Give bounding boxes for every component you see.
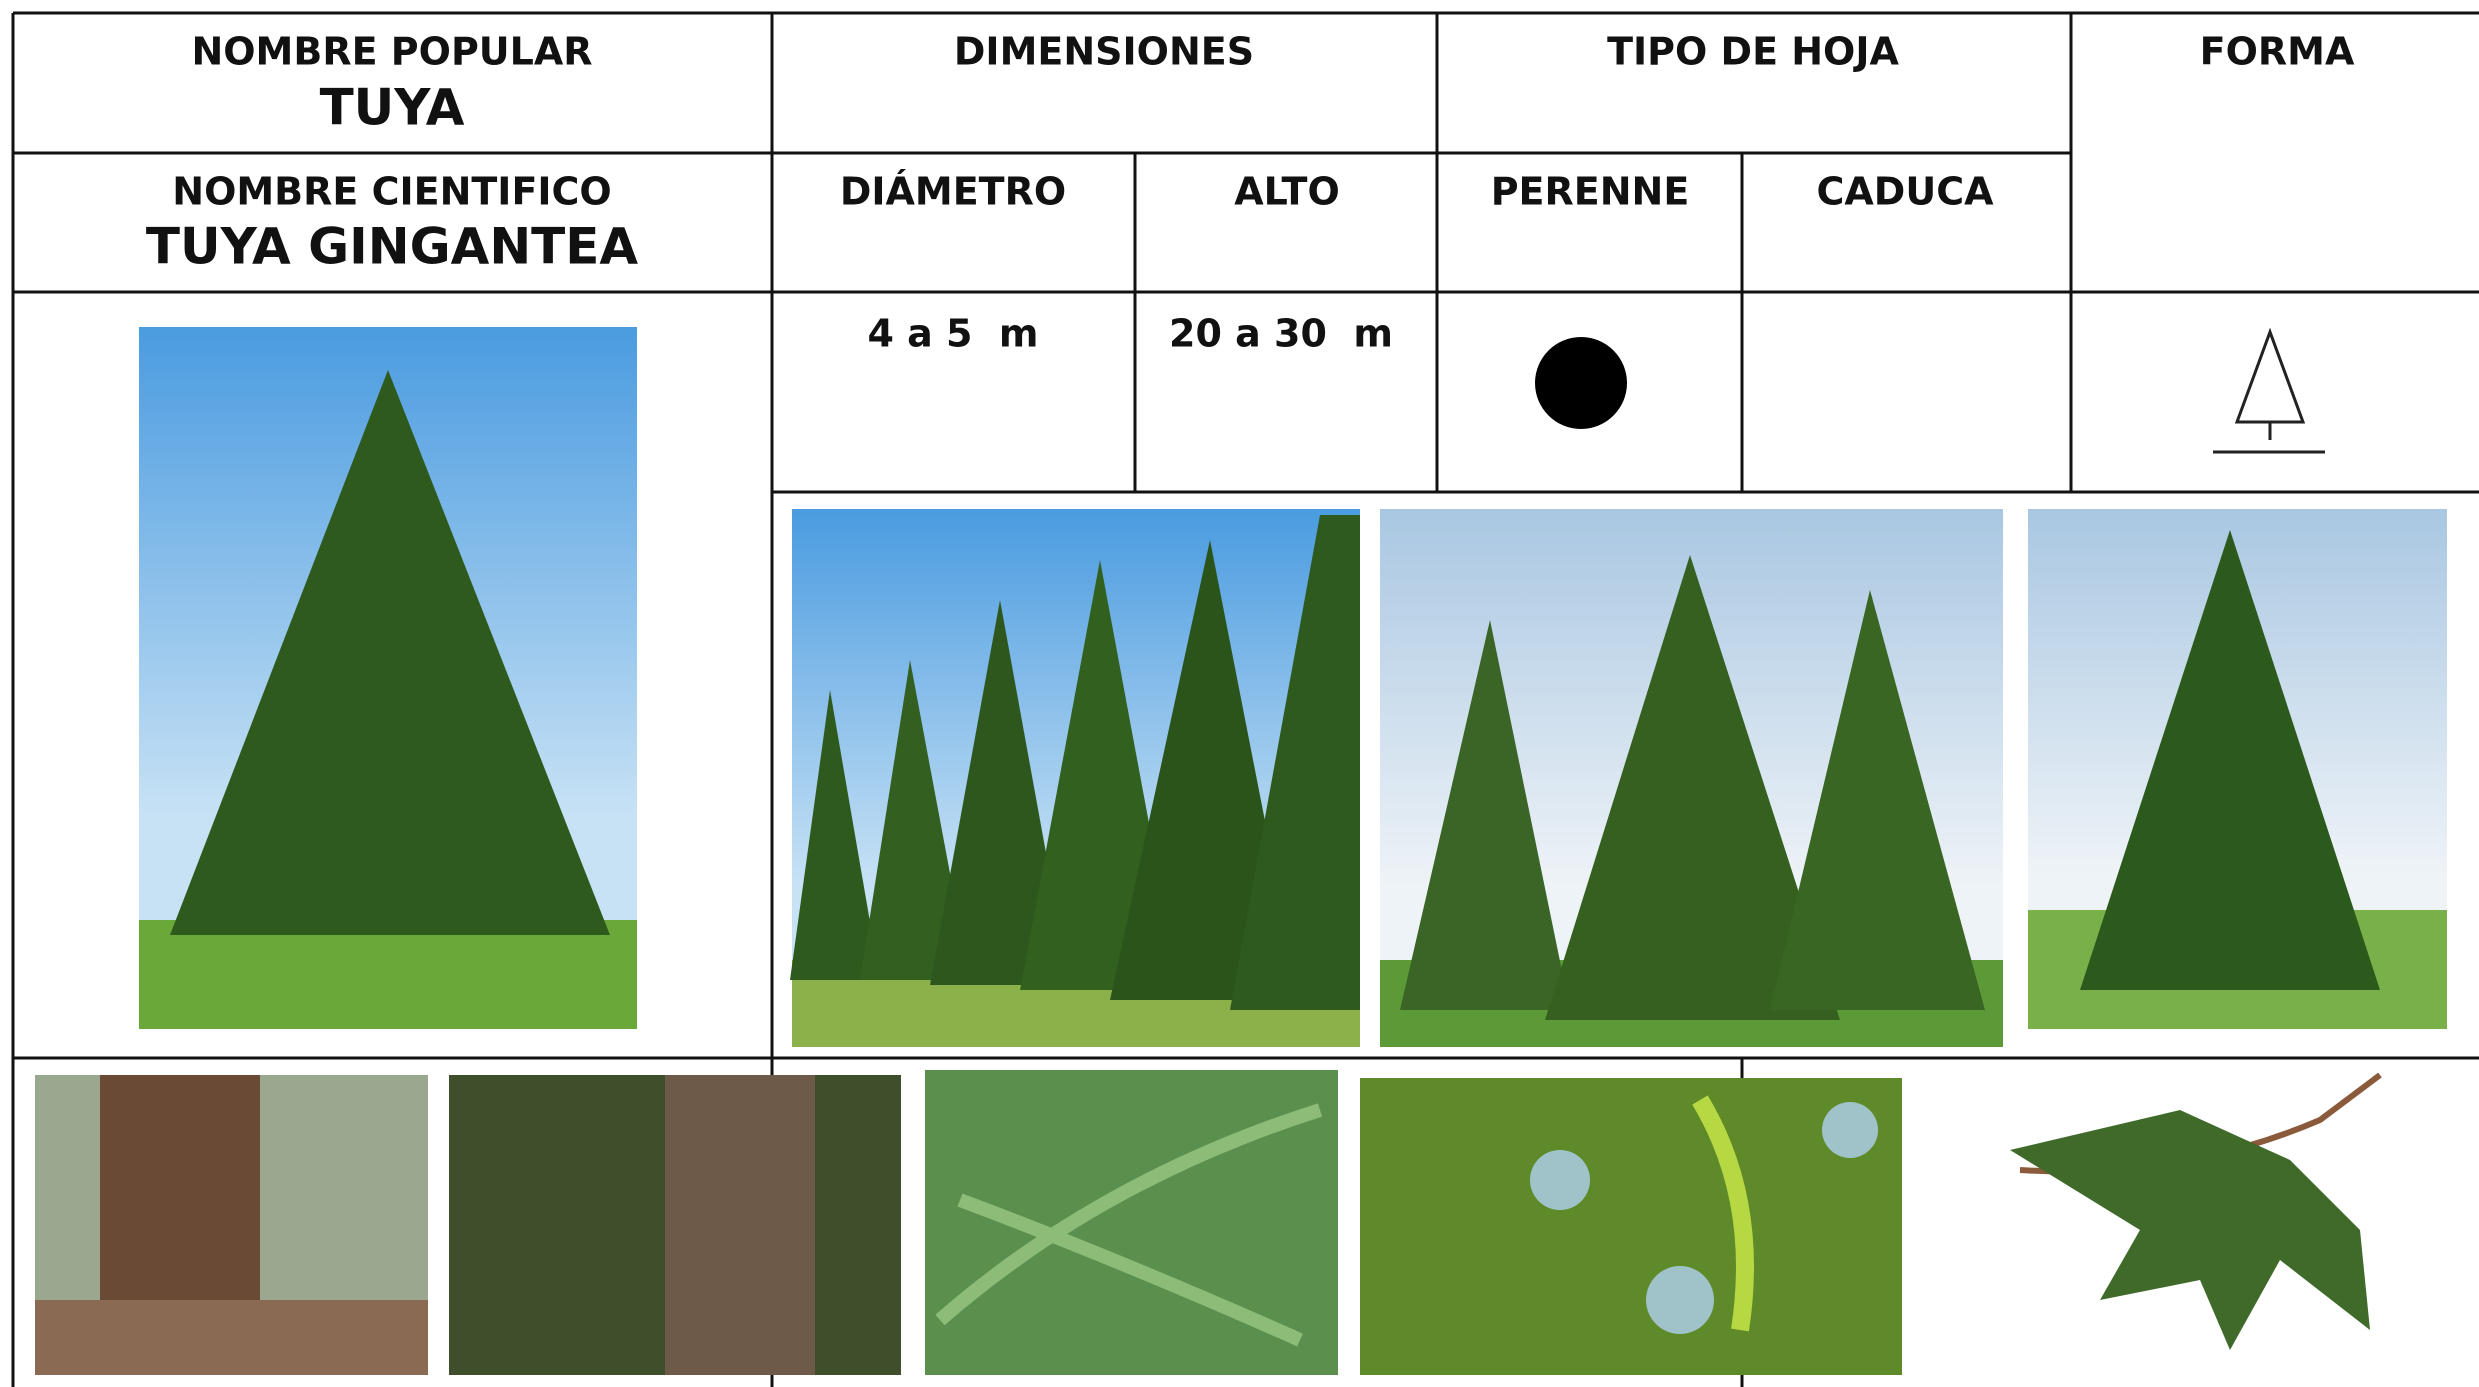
photo-foliage (925, 1070, 1338, 1375)
photo-cones (1360, 1078, 1902, 1375)
diameter-value: 4 a 5 m (867, 312, 1038, 356)
scientific-label: NOMBRE CIENTIFICO (172, 170, 611, 214)
photo-main (139, 327, 637, 1029)
deciduous-header: CADUCA (1817, 170, 1995, 214)
photo-group (1380, 509, 2003, 1047)
popular-name: TUYA (320, 79, 465, 137)
photo-single (2028, 509, 2447, 1029)
photo-branch (2010, 1072, 2382, 1350)
leaf-type-header: TIPO DE HOJA (1607, 30, 1899, 74)
dimensions-header: DIMENSIONES (954, 30, 1254, 74)
scientific-name: TUYA GINGANTEA (146, 218, 639, 276)
shape-icon (2213, 327, 2325, 454)
height-value: 20 a 30 m (1169, 312, 1393, 356)
evergreen-mark (1535, 337, 1627, 429)
photo-bark (35, 1075, 428, 1375)
shape-header: FORMA (2200, 30, 2355, 74)
photo-trunk (449, 1075, 901, 1375)
evergreen-header: PERENNE (1491, 170, 1690, 214)
height-header: ALTO (1234, 170, 1340, 214)
photo-hedge (790, 509, 1360, 1047)
diameter-header: DIÁMETRO (840, 170, 1066, 214)
popular-label: NOMBRE POPULAR (191, 30, 592, 74)
